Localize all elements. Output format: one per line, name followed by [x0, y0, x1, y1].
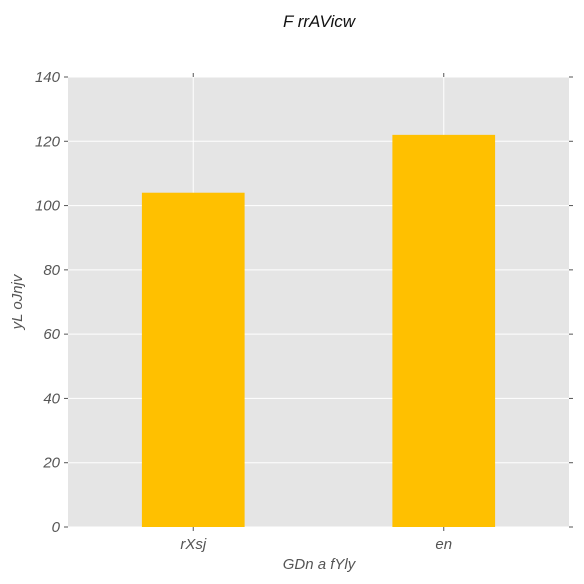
- x-tick-labels: rXsj en: [180, 536, 452, 553]
- x-tick-label: rXsj: [180, 536, 207, 553]
- y-axis-label: yL oJnjv: [9, 273, 26, 330]
- y-tick-label: 80: [43, 262, 60, 279]
- y-tick-label: 20: [42, 455, 60, 472]
- x-axis-label: GDn a fYly: [283, 556, 357, 573]
- x-tick-label: en: [435, 536, 452, 553]
- bar-en: [392, 134, 496, 527]
- y-tick-label: 120: [35, 133, 61, 150]
- y-tick-label: 60: [43, 326, 60, 343]
- y-tick-label: 100: [35, 198, 61, 215]
- bar-rXsj: [141, 192, 245, 527]
- chart-title: F rrAVicw: [283, 12, 357, 31]
- y-tick-labels: 0 20 40 60 80 100 120 140: [35, 69, 61, 536]
- axis-ticks: [64, 73, 573, 531]
- y-tick-label: 140: [35, 69, 61, 86]
- bars: [141, 134, 496, 527]
- y-tick-label: 0: [52, 519, 61, 536]
- y-tick-label: 40: [43, 390, 60, 407]
